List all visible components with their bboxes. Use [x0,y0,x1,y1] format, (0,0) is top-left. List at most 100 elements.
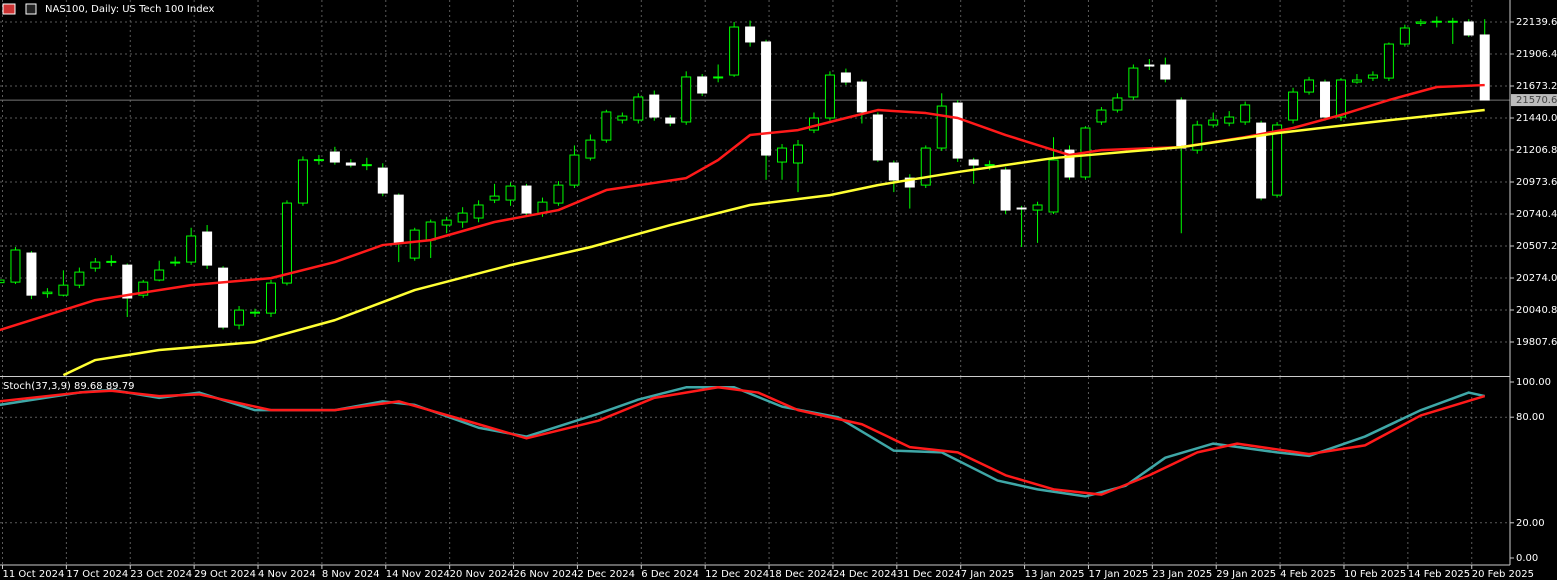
candle-body [74,271,85,286]
x-tick-label: 18 Dec 2024 [769,569,833,580]
candle-body [361,164,372,167]
candle-body [553,184,564,204]
candle-body [138,281,149,296]
candle-body [745,26,756,43]
candle-body [585,139,596,159]
candle-body [58,284,69,296]
candle-body [665,117,676,124]
candle-body [1256,122,1267,199]
candle-body [1144,64,1155,67]
y-tick-label: 20973.6 [1516,177,1557,188]
candle-body [1128,67,1139,98]
candle-body [122,264,133,299]
candle-body [26,252,37,296]
candle-body [1479,34,1490,101]
candle-body [313,159,324,162]
candle-body [90,261,101,269]
y-tick-label: 80.00 [1516,412,1545,423]
candle-body [649,94,660,118]
candle-body [872,114,883,161]
candle-body [154,269,165,281]
moving-average [0,83,1485,332]
candle-body [1176,99,1187,149]
candle-body [1288,91,1299,121]
main-pane [0,16,1510,376]
candle-body [1016,207,1027,210]
candle-body [393,194,404,244]
candle-body [984,164,995,167]
y-tick-label: 22139.6 [1516,17,1557,28]
candle-body [42,291,53,295]
candle-body [1064,149,1075,178]
candle-body [1096,109,1107,123]
candle-body [1367,74,1378,79]
candle-body [968,159,979,166]
candle-body [441,219,452,226]
candle-body [202,231,213,266]
candle-body [1160,64,1171,80]
icon[interactable] [25,3,37,15]
candle-body [1351,79,1362,83]
candle-body [1112,97,1123,111]
candle-body [920,147,931,186]
candle-body [218,267,229,328]
candle-body [729,26,740,76]
candle-body [856,81,867,113]
candle-body [106,260,117,263]
moving-average [62,108,1485,376]
y-tick-label: 20040.8 [1516,305,1557,316]
axes: 22139.6 21906.4 21673.2 21440.0 21206.8 20973… [2,17,1557,580]
candle-body [409,229,420,259]
candle-body [1463,21,1474,36]
x-tick-label: 4 Feb 2025 [1280,569,1336,580]
candle-body [1000,169,1011,211]
x-tick-label: 10 Feb 2025 [1344,569,1406,580]
y-tick-label: 21440.0 [1516,113,1557,124]
candle-body [1192,124,1203,151]
candle-body [1335,79,1346,118]
candle-body [457,212,468,223]
candle-body [793,144,803,164]
indicator-pane [0,386,1486,498]
sub-grid [0,377,1510,565]
candle-body [569,154,580,186]
candle-body [936,105,947,149]
x-tick-label: 6 Dec 2024 [641,569,699,580]
candle-body [697,76,708,94]
x-tick-label: 26 Nov 2024 [514,569,578,580]
indicator-title: Stoch(37,3,9) 89.68 89.79 [3,381,134,392]
candle-body [617,115,628,121]
candle-body [888,162,899,181]
candle-body [824,74,835,119]
x-tick-label: 7 Jan 2025 [961,569,1015,580]
chart-title: NAS100, Daily: US Tech 100 Index [45,4,215,15]
candle-body [1320,81,1331,118]
stochastic-line [0,386,1485,498]
x-tick-label: 23 Oct 2024 [130,569,192,580]
stochastic-line [0,386,1486,496]
y-tick-label: 20.00 [1516,518,1545,529]
y-tick-label: 20274.0 [1516,273,1557,284]
candle-body [425,221,436,241]
candle-body [904,177,915,188]
candle-body [1032,204,1043,211]
x-tick-label: 29 Jan 2025 [1216,569,1276,580]
y-tick-label: 0.00 [1516,553,1538,564]
candle-body [952,102,963,159]
y-tick-label: 20740.4 [1516,209,1557,220]
candle-body [633,96,644,121]
candle-body [1399,27,1410,45]
candle-body [250,311,261,314]
candle-body [10,249,21,283]
x-tick-label: 23 Jan 2025 [1152,569,1212,580]
x-tick-label: 2 Dec 2024 [577,569,635,580]
y-tick-label: 100.00 [1516,377,1551,388]
current-price-label: 21570.6 [1516,95,1557,106]
x-tick-label: 17 Jan 2025 [1088,569,1148,580]
candle-body [521,185,532,214]
x-tick-label: 31 Dec 2024 [897,569,961,580]
y-tick-label: 21673.2 [1516,81,1557,92]
icon[interactable] [2,3,16,15]
candle-body [170,261,181,264]
